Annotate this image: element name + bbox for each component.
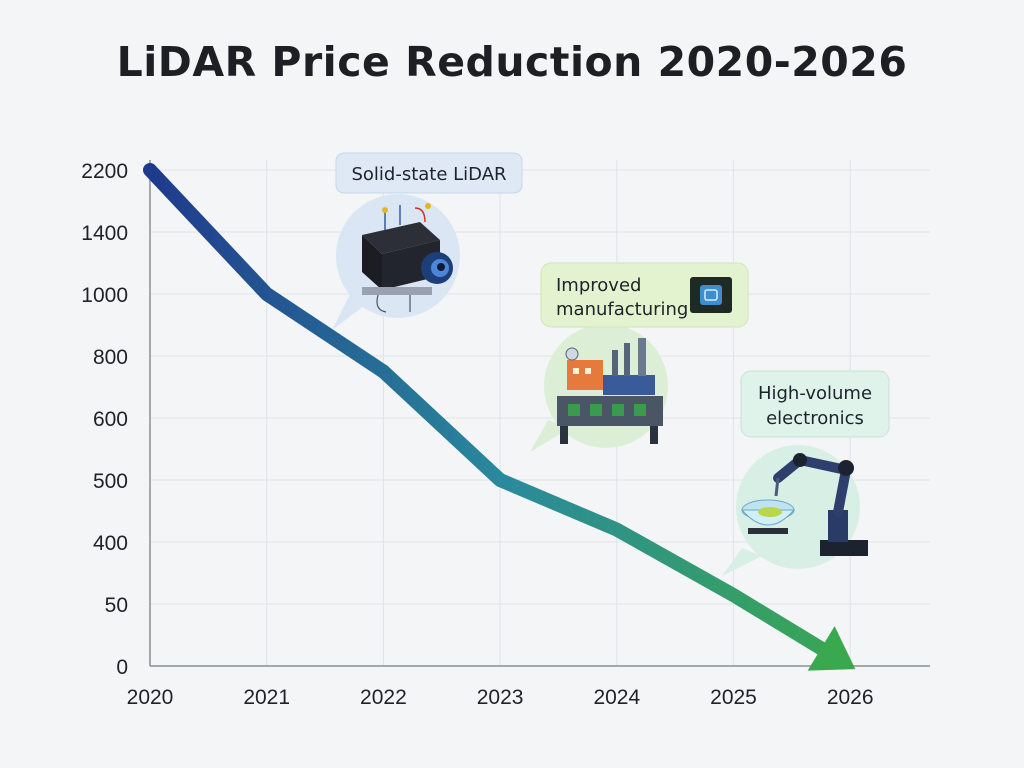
series-group [143, 163, 856, 671]
y-tick-label: 1000 [81, 284, 128, 307]
x-tick-label: 2025 [710, 686, 757, 709]
chip-icon [690, 277, 732, 313]
series-arrowhead [807, 626, 856, 671]
y-tick-label: 600 [93, 408, 128, 431]
x-tick-label: 2020 [127, 686, 174, 709]
y-tick-labels: 0 50 400 500 600 800 1000 1400 2200 [81, 160, 128, 679]
callout-high-volume: High-volume electronics [722, 370, 890, 576]
y-tick-label: 800 [93, 346, 128, 369]
x-tick-label: 2024 [593, 686, 640, 709]
callout-label-manufacturing-line2: manufacturing [556, 299, 688, 320]
y-tick-label: 2200 [81, 160, 128, 183]
callout-label-solid-state: Solid-state LiDAR [351, 164, 506, 185]
callout-solid-state: Solid-state LiDAR [332, 152, 523, 330]
callout-label-high-volume-line2: electronics [766, 408, 864, 429]
callout-label-manufacturing-line1: Improved [556, 275, 641, 296]
y-tick-label: 1400 [81, 222, 128, 245]
y-tick-label: 400 [93, 532, 128, 555]
y-tick-label: 500 [93, 470, 128, 493]
grid-lines [150, 160, 930, 666]
lidar-sensor-icon [362, 203, 453, 313]
factory-icon [557, 338, 663, 444]
axes [149, 160, 930, 667]
x-tick-labels: 2020 2021 2022 2023 2024 2025 2026 [127, 686, 874, 709]
callout-label-high-volume-line1: High-volume [758, 383, 872, 404]
callout-improved-manufacturing: Improved manufacturing [530, 262, 749, 452]
x-tick-label: 2023 [477, 686, 524, 709]
y-tick-label: 0 [116, 656, 128, 679]
x-tick-label: 2021 [243, 686, 290, 709]
y-tick-label: 50 [105, 594, 128, 617]
data-point [144, 164, 156, 176]
chart-title: LiDAR Price Reduction 2020-2026 [116, 38, 908, 86]
series-line [143, 163, 834, 659]
x-tick-label: 2022 [360, 686, 407, 709]
x-tick-label: 2026 [827, 686, 874, 709]
robotic-arm-icon [740, 453, 868, 556]
